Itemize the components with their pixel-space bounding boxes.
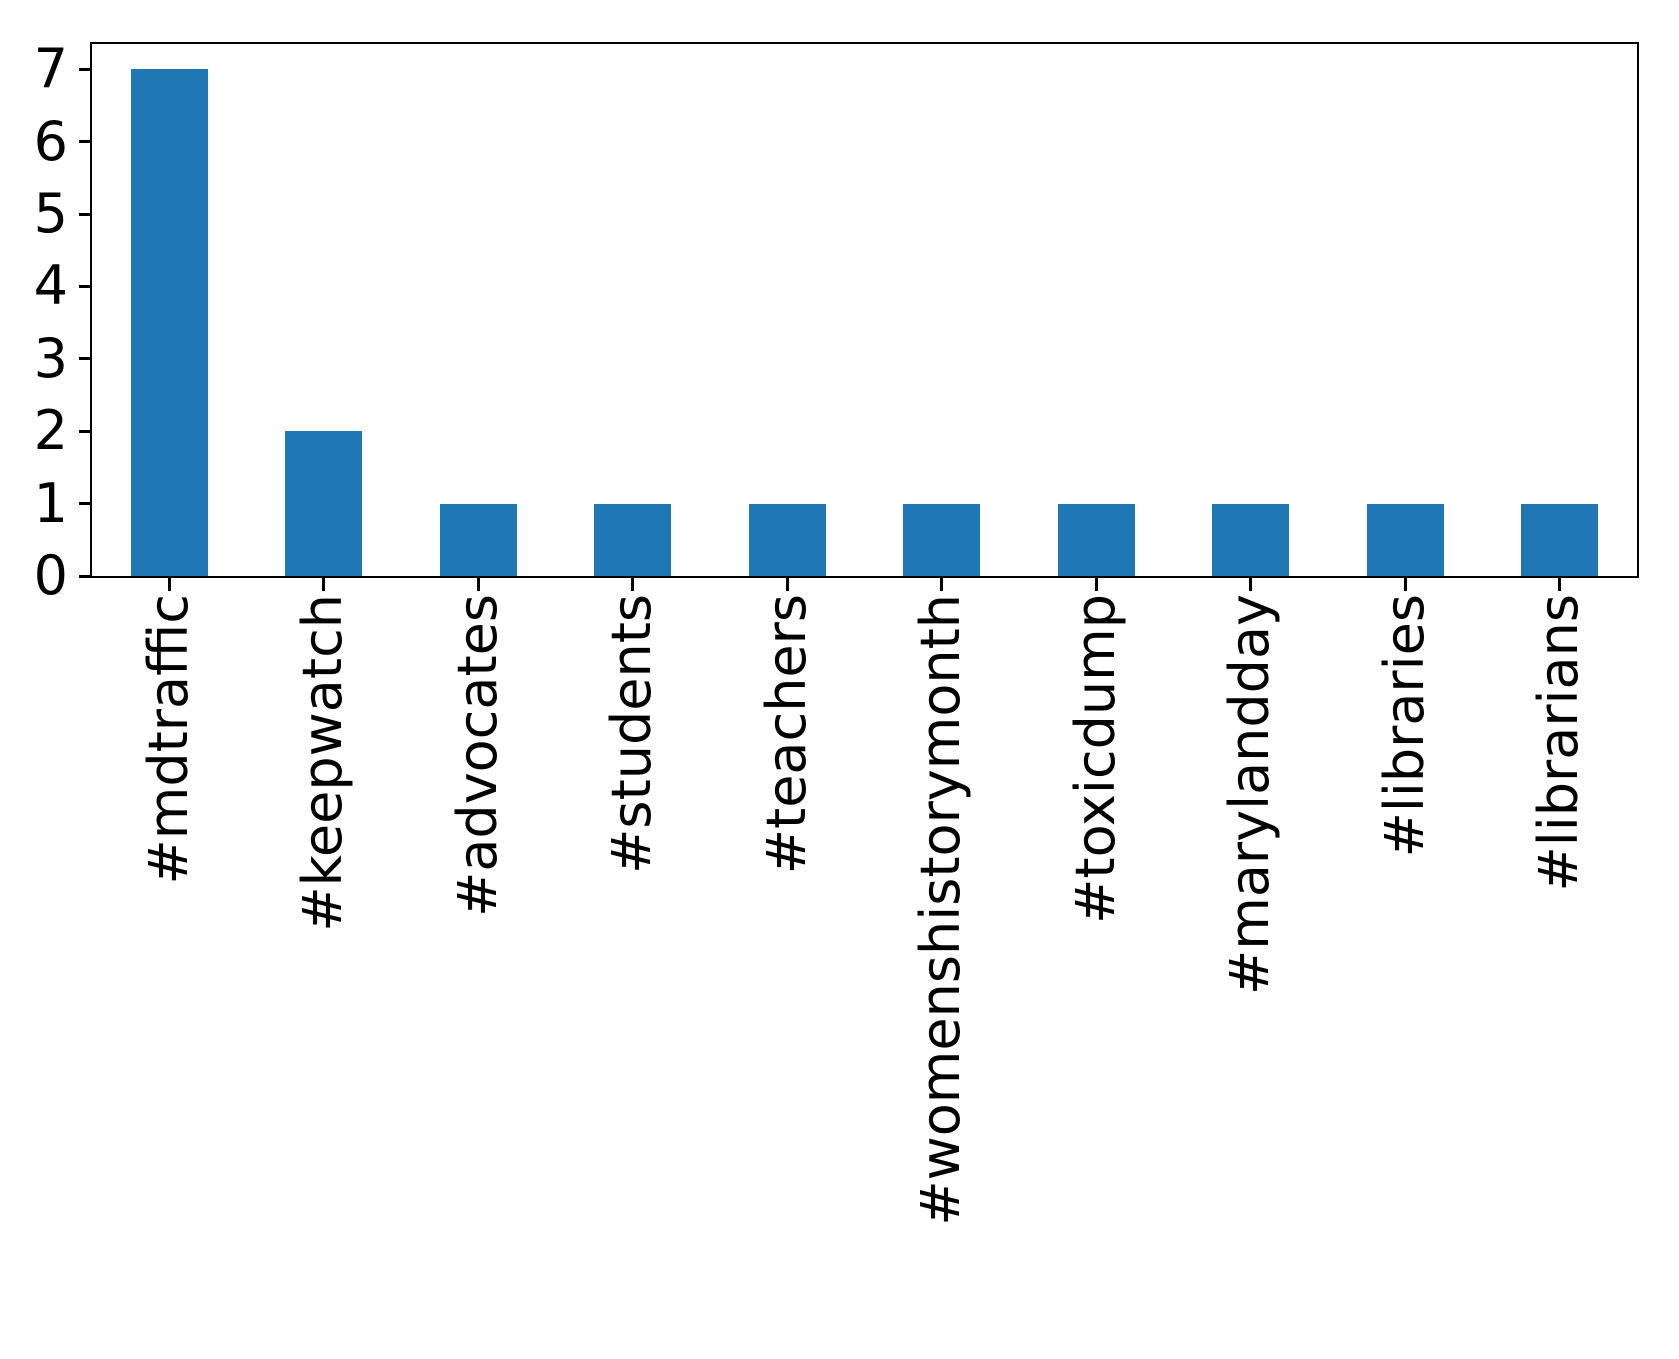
bar-mdtraffic [130,69,208,576]
y-tick-label: 3 [33,326,68,390]
x-tick [631,578,635,591]
bar-keepwatch [285,431,363,576]
x-tick-label: #keepwatch [286,594,362,932]
bar-marylandday [1212,503,1290,576]
bar-teachers [748,503,826,576]
x-tick-label-text: #mdtraffic [136,594,200,885]
x-tick [1403,578,1407,591]
y-tick [79,429,92,433]
y-tick-label: 0 [33,544,68,607]
y-tick-label: 1 [33,471,68,535]
x-tick-label: #libraries [1367,594,1443,857]
x-tick-label: #advocates [440,594,516,917]
x-tick-label-text: #keepwatch [291,594,355,932]
x-tick-label-text: #librarians [1527,594,1591,892]
x-tick-label: #mdtraffic [131,594,207,885]
x-tick-label-text: #students [600,594,664,874]
x-tick-label-text: #teachers [754,594,818,875]
bar-womenshistorymonth [903,503,981,576]
x-tick-label-text: #womenshistorymonth [909,594,973,1226]
x-tick-label-text: #advocates [445,594,509,917]
y-tick-label: 7 [33,37,68,101]
y-tick [79,67,92,71]
x-tick-label-text: #libraries [1372,594,1436,858]
x-tick [1094,578,1098,591]
y-tick-label: 2 [33,399,68,463]
plot-area: #mdtraffic #keepwatch #advocates #students #… [34,37,1639,1226]
x-tick-label-text: #toxicdump [1063,594,1127,924]
bar-toxicdump [1057,503,1135,576]
x-tick-label: #students [595,594,671,874]
y-tick-label: 6 [33,109,68,173]
y-tick-label: 5 [33,182,68,246]
y-tick [79,212,92,216]
y-tick [79,357,92,361]
x-tick [1249,578,1253,591]
bar-librarians [1521,503,1599,576]
x-tick [940,578,944,591]
bar-students [594,503,672,576]
y-tick [79,284,92,288]
x-tick [476,578,480,591]
x-tick-label: #womenshistorymonth [904,594,980,1226]
x-tick-label: #marylandday [1213,594,1289,995]
x-tick [1558,578,1562,591]
y-tick [79,502,92,506]
bar-advocates [439,503,517,576]
x-tick-label: #teachers [749,594,825,874]
y-tick-label: 4 [33,254,68,318]
y-tick [79,574,92,578]
bar-libraries [1366,503,1444,576]
x-tick [785,578,789,591]
x-tick [167,578,171,591]
y-tick [79,140,92,144]
x-tick-label: #librarians [1522,594,1598,891]
x-tick [322,578,326,591]
x-tick-label-text: #marylandday [1218,594,1282,996]
x-tick-label: #toxicdump [1058,594,1134,924]
